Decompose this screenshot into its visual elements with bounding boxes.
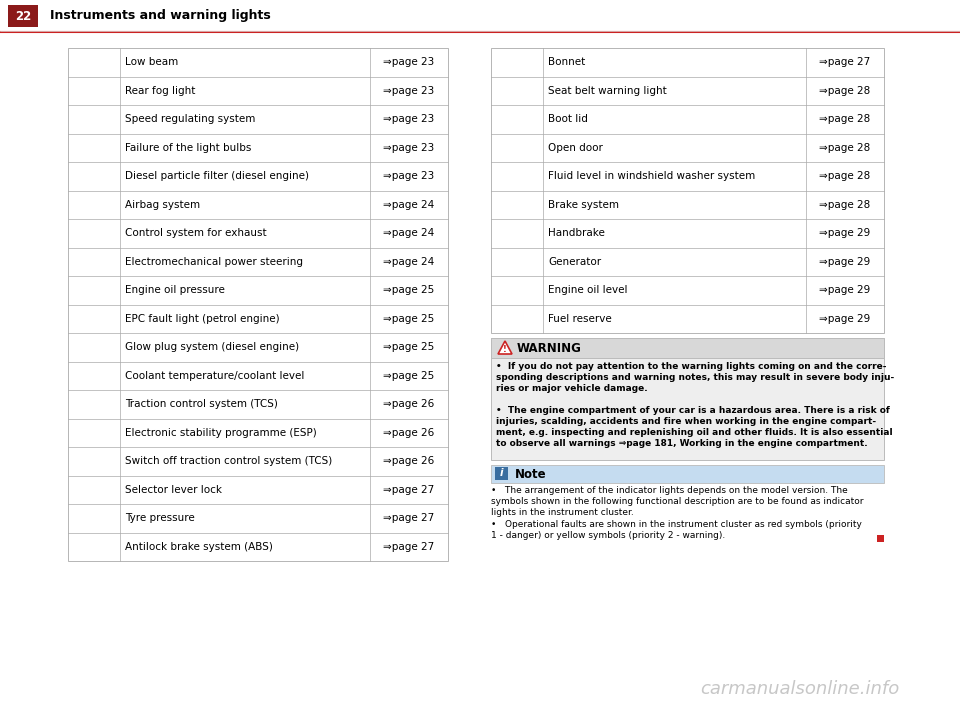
Text: Selector lever lock: Selector lever lock	[125, 485, 222, 495]
Polygon shape	[498, 341, 512, 354]
Text: !: !	[503, 344, 507, 354]
Text: Open door: Open door	[548, 143, 603, 153]
Text: •   Operational faults are shown in the instrument cluster as red symbols (prior: • Operational faults are shown in the in…	[491, 520, 862, 540]
Text: ⇒page 25: ⇒page 25	[383, 285, 435, 295]
Text: Electronic stability programme (ESP): Electronic stability programme (ESP)	[125, 427, 317, 438]
Text: Diesel particle filter (diesel engine): Diesel particle filter (diesel engine)	[125, 172, 309, 181]
Bar	[8, 5, 38, 27]
Text: •  If you do not pay attention to the warning lights coming on and the corre-
sp: • If you do not pay attention to the war…	[496, 362, 895, 393]
Text: 22: 22	[14, 10, 31, 22]
Text: Traction control system (TCS): Traction control system (TCS)	[125, 399, 277, 409]
Text: ⇒page 23: ⇒page 23	[383, 57, 435, 67]
Text: Fluid level in windshield washer system: Fluid level in windshield washer system	[548, 172, 756, 181]
Text: Note: Note	[515, 467, 546, 480]
Text: ⇒page 29: ⇒page 29	[820, 285, 871, 295]
Text: ⇒page 26: ⇒page 26	[383, 427, 435, 438]
Text: ⇒page 27: ⇒page 27	[383, 542, 435, 552]
Text: Handbrake: Handbrake	[548, 228, 605, 238]
Text: Glow plug system (diesel engine): Glow plug system (diesel engine)	[125, 342, 300, 352]
Text: ⇒page 23: ⇒page 23	[383, 172, 435, 181]
Bar	[491, 338, 884, 358]
Text: Speed regulating system: Speed regulating system	[125, 115, 255, 124]
Text: EPC fault light (petrol engine): EPC fault light (petrol engine)	[125, 314, 279, 324]
Text: ⇒page 25: ⇒page 25	[383, 370, 435, 381]
Text: ⇒page 28: ⇒page 28	[820, 86, 871, 96]
Text: Fuel reserve: Fuel reserve	[548, 314, 612, 324]
Text: Engine oil pressure: Engine oil pressure	[125, 285, 225, 295]
Text: ⇒page 23: ⇒page 23	[383, 115, 435, 124]
Text: ⇒page 27: ⇒page 27	[383, 485, 435, 495]
Text: Seat belt warning light: Seat belt warning light	[548, 86, 667, 96]
Text: Tyre pressure: Tyre pressure	[125, 513, 195, 523]
Text: Brake system: Brake system	[548, 200, 619, 209]
Text: Control system for exhaust: Control system for exhaust	[125, 228, 267, 238]
Text: ⇒page 27: ⇒page 27	[383, 513, 435, 523]
Text: ⇒page 29: ⇒page 29	[820, 314, 871, 324]
Text: Switch off traction control system (TCS): Switch off traction control system (TCS)	[125, 456, 332, 466]
Text: ⇒page 24: ⇒page 24	[383, 228, 435, 238]
Text: ⇒page 28: ⇒page 28	[820, 172, 871, 181]
Text: ⇒page 23: ⇒page 23	[383, 86, 435, 96]
Text: •  The engine compartment of your car is a hazardous area. There is a risk of
in: • The engine compartment of your car is …	[496, 406, 893, 449]
Text: ⇒page 24: ⇒page 24	[383, 257, 435, 266]
Text: Engine oil level: Engine oil level	[548, 285, 628, 295]
Bar	[877, 535, 884, 542]
Text: ⇒page 28: ⇒page 28	[820, 143, 871, 153]
Text: Instruments and warning lights: Instruments and warning lights	[50, 10, 271, 22]
Text: Rear fog light: Rear fog light	[125, 86, 196, 96]
Text: ⇒page 24: ⇒page 24	[383, 200, 435, 209]
Text: Generator: Generator	[548, 257, 601, 266]
Text: ⇒page 29: ⇒page 29	[820, 257, 871, 266]
Text: Airbag system: Airbag system	[125, 200, 200, 209]
Bar	[0, 0, 960, 31]
Text: WARNING: WARNING	[517, 342, 582, 354]
Text: ⇒page 25: ⇒page 25	[383, 314, 435, 324]
Bar	[491, 338, 884, 460]
Bar	[491, 48, 884, 333]
Text: Antilock brake system (ABS): Antilock brake system (ABS)	[125, 542, 273, 552]
Text: ⇒page 26: ⇒page 26	[383, 399, 435, 409]
Text: Coolant temperature/coolant level: Coolant temperature/coolant level	[125, 370, 304, 381]
Bar	[495, 467, 508, 480]
Text: ⇒page 26: ⇒page 26	[383, 456, 435, 466]
Text: i: i	[500, 468, 503, 479]
Text: Bonnet: Bonnet	[548, 57, 586, 67]
Text: Failure of the light bulbs: Failure of the light bulbs	[125, 143, 252, 153]
Text: ⇒page 28: ⇒page 28	[820, 200, 871, 209]
Text: Electromechanical power steering: Electromechanical power steering	[125, 257, 303, 266]
Text: ⇒page 29: ⇒page 29	[820, 228, 871, 238]
Text: ⇒page 25: ⇒page 25	[383, 342, 435, 352]
Text: Boot lid: Boot lid	[548, 115, 588, 124]
Text: ⇒page 23: ⇒page 23	[383, 143, 435, 153]
Text: Low beam: Low beam	[125, 57, 179, 67]
Text: ⇒page 28: ⇒page 28	[820, 115, 871, 124]
Bar	[491, 465, 884, 483]
Text: •   The arrangement of the indicator lights depends on the model version. The
sy: • The arrangement of the indicator light…	[491, 486, 863, 517]
Bar	[68, 48, 448, 561]
Text: ⇒page 27: ⇒page 27	[820, 57, 871, 67]
Text: carmanualsonline.info: carmanualsonline.info	[701, 680, 900, 698]
